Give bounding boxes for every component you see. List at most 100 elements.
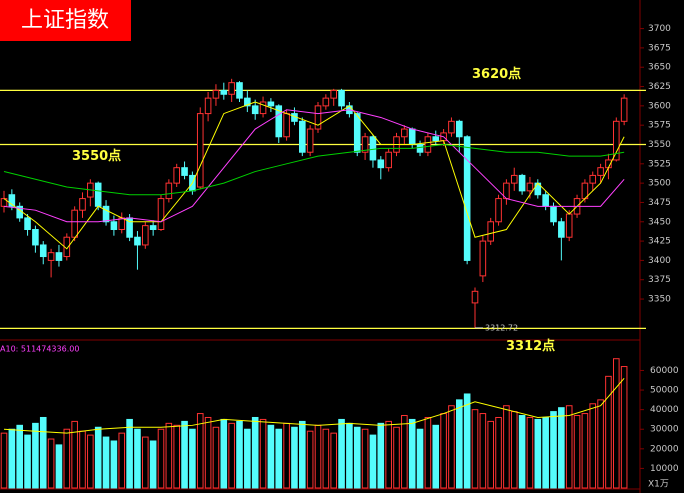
candle-body <box>613 120 620 161</box>
volume-bar <box>142 436 149 489</box>
volume-bar <box>173 424 180 489</box>
volume-bar <box>361 428 369 489</box>
candle-body <box>526 182 534 192</box>
volume-bar <box>503 405 510 489</box>
volume-bar <box>495 416 502 489</box>
volume-bar <box>220 418 228 489</box>
volume-bar <box>181 420 188 489</box>
volume-bar <box>110 440 118 489</box>
y-tick-label: 3525 <box>648 159 671 169</box>
candle-body <box>283 113 290 138</box>
candle-body <box>589 174 597 184</box>
candle-body <box>267 101 275 107</box>
volume-bar <box>408 418 416 489</box>
candle-body <box>134 236 141 246</box>
volume-tick-label: 50000 <box>650 386 679 396</box>
candle-body <box>432 136 440 142</box>
candle-body <box>165 182 173 200</box>
y-tick-label: 3400 <box>648 256 671 266</box>
volume-bar <box>346 422 353 489</box>
candle-body <box>353 113 361 153</box>
candle-body <box>244 97 251 107</box>
volume-bar <box>550 411 557 489</box>
y-tick-label: 3500 <box>648 179 671 189</box>
candle-body <box>408 128 416 146</box>
volume-bar <box>228 422 235 489</box>
candle-body <box>424 136 432 153</box>
volume-bar <box>330 432 337 489</box>
volume-unit: X1万 <box>648 480 669 490</box>
volume-bar <box>424 416 432 489</box>
candle-body <box>306 128 314 153</box>
reference-label: 3620点 <box>472 66 521 82</box>
volume-bar <box>542 416 549 489</box>
y-tick-label: 3425 <box>648 237 671 247</box>
candle-body <box>55 252 63 261</box>
volume-caption: A10: 511474336.00 <box>0 345 79 354</box>
volume-bar <box>526 416 534 489</box>
candle-body <box>456 120 463 138</box>
volume-tick-label: 10000 <box>650 464 679 474</box>
y-tick-label: 3475 <box>648 198 671 208</box>
candle-body <box>236 82 243 99</box>
volume-bar <box>24 434 31 489</box>
y-tick-label: 3575 <box>648 121 671 131</box>
volume-bar <box>0 432 8 489</box>
volume-bar <box>165 422 173 489</box>
volume-bar <box>39 416 47 489</box>
y-tick-label: 3650 <box>648 63 671 73</box>
volume-bar <box>291 426 298 489</box>
volume-bar <box>314 424 322 489</box>
volume-bar <box>79 430 86 489</box>
candle-body <box>8 194 16 207</box>
candle-body <box>487 221 494 242</box>
volume-bar <box>87 434 94 489</box>
volume-bar <box>134 428 141 489</box>
candle-body <box>47 252 55 261</box>
ma-line <box>3 109 625 223</box>
candle-body <box>385 151 392 169</box>
volume-bar <box>94 426 102 489</box>
volume-bar <box>299 420 306 489</box>
chart-title: 上证指数 <box>21 8 109 33</box>
candle-body <box>369 136 377 161</box>
volume-bar <box>487 420 494 489</box>
volume-bar <box>102 436 110 489</box>
volume-bar <box>620 366 628 489</box>
candle-body <box>361 136 369 153</box>
volume-tick-label: 40000 <box>650 405 679 415</box>
plot-area: 3350 3375 3400 3425 3450 3475 3500 3525 3550 3575… <box>0 24 679 489</box>
volume-bar <box>463 393 471 489</box>
volume-bar <box>605 375 612 489</box>
candle-body <box>102 205 110 223</box>
candle-body <box>558 221 565 238</box>
y-tick-label: 3600 <box>648 101 671 111</box>
volume-bar <box>581 413 589 489</box>
volume-bar <box>71 420 78 489</box>
y-tick-label: 3550 <box>648 140 671 150</box>
volume-bar <box>204 416 212 489</box>
volume-bar <box>479 413 487 489</box>
volume-bar <box>189 428 196 489</box>
volume-bar <box>126 418 133 489</box>
volume-tick-label: 60000 <box>650 366 679 376</box>
volume-bar <box>448 405 455 489</box>
volume-bar <box>573 415 581 489</box>
candle-body <box>71 209 78 238</box>
volume-bar <box>275 428 283 489</box>
candle-body <box>32 229 39 246</box>
volume-bar <box>338 418 345 489</box>
reference-label: 3550点 <box>72 148 121 164</box>
y-tick-label: 3450 <box>648 217 671 227</box>
candle-body <box>338 89 345 107</box>
volume-bar <box>401 415 408 489</box>
candle-body <box>463 136 471 261</box>
volume-bar <box>393 426 400 489</box>
candle-body <box>110 221 118 230</box>
volume-bar <box>432 424 440 489</box>
ma-line <box>3 143 625 196</box>
volume-bar <box>456 399 463 489</box>
candle-body <box>471 290 479 304</box>
